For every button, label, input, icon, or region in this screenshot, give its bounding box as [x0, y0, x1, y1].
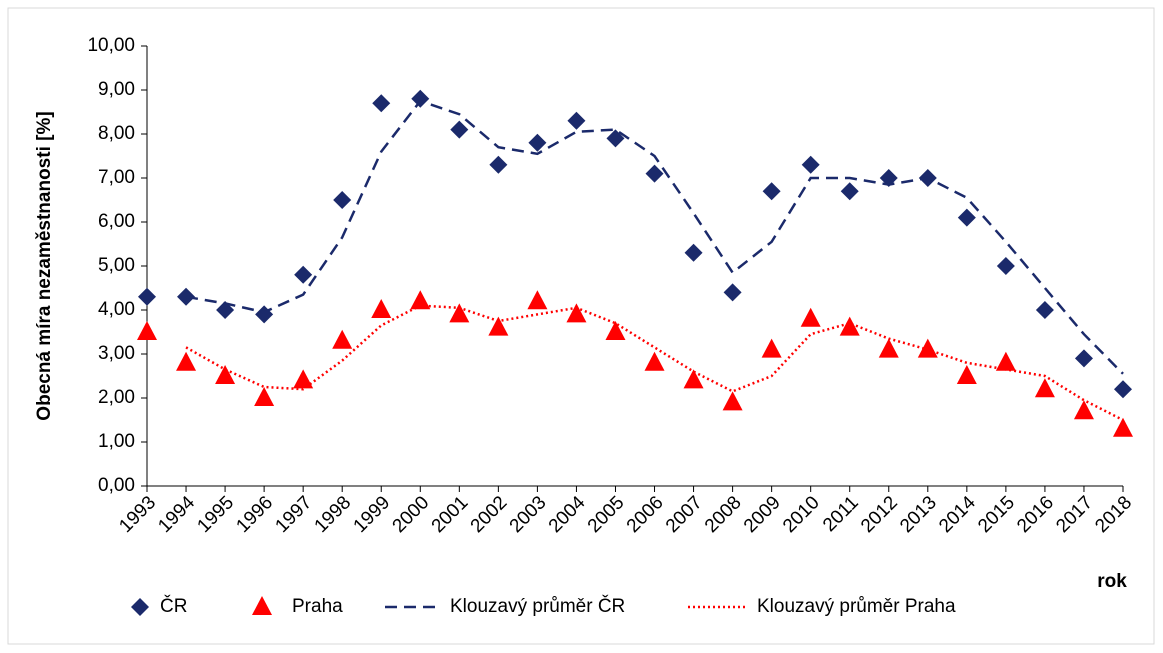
- series-line: [185, 99, 1124, 375]
- y-tick-label: 4,00: [98, 299, 135, 320]
- data-point: [566, 303, 587, 323]
- series-line: [185, 304, 1124, 422]
- data-point: [293, 369, 314, 389]
- chart-border: [7, 7, 1155, 645]
- data-point: [450, 120, 469, 139]
- y-tick-label: 3,00: [98, 343, 135, 364]
- y-tick-label: 1,00: [98, 431, 135, 452]
- data-point: [332, 329, 353, 349]
- y-tick-label: 9,00: [98, 79, 135, 100]
- data-point: [333, 191, 352, 209]
- data-point: [410, 290, 431, 310]
- data-point: [372, 94, 391, 113]
- data-point: [957, 208, 976, 227]
- data-point: [723, 283, 742, 302]
- data-point: [996, 257, 1015, 275]
- data-point: [528, 133, 547, 152]
- data-point: [527, 290, 548, 310]
- data-point: [215, 365, 236, 384]
- data-point: [683, 369, 704, 389]
- data-point: [839, 316, 860, 336]
- data-point: [879, 169, 898, 187]
- legend-label: ČR: [160, 595, 187, 617]
- x-axis-title: rok: [1097, 571, 1127, 592]
- data-point: [1114, 380, 1132, 399]
- data-point: [956, 365, 977, 384]
- y-tick-label: 2,00: [98, 387, 135, 408]
- data-point: [138, 287, 156, 306]
- data-point: [294, 265, 313, 284]
- data-point: [137, 321, 157, 340]
- data-point: [645, 164, 664, 183]
- data-point: [644, 351, 665, 371]
- legend-label: Praha: [292, 596, 343, 617]
- data-point: [761, 338, 782, 358]
- data-point: [800, 307, 821, 327]
- data-point: [371, 299, 392, 318]
- data-point: [722, 391, 743, 411]
- data-point: [449, 303, 470, 323]
- y-axis-title: Obecná míra nezaměstnanosti [%]: [34, 111, 55, 420]
- data-point: [878, 338, 899, 358]
- data-point: [995, 351, 1016, 371]
- y-tick-label: 5,00: [98, 255, 135, 276]
- y-tick-label: 6,00: [98, 211, 135, 232]
- data-point: [254, 387, 275, 406]
- data-point: [488, 316, 509, 336]
- data-point: [840, 182, 859, 201]
- data-point: [1035, 301, 1054, 319]
- data-point: [1073, 400, 1094, 420]
- data-point: [605, 321, 626, 340]
- y-tick-label: 7,00: [98, 167, 135, 188]
- data-point: [917, 338, 938, 358]
- data-point: [762, 182, 781, 201]
- y-tick-label: 8,00: [98, 123, 135, 144]
- y-tick-label: 0,00: [98, 475, 135, 496]
- legend-label: Klouzavý průměr ČR: [450, 595, 625, 617]
- data-point: [176, 351, 197, 371]
- y-tick-label: 10,00: [87, 35, 135, 56]
- legend-marker: [252, 596, 272, 615]
- data-point: [489, 155, 508, 174]
- legend-label: Klouzavý průměr Praha: [757, 596, 956, 617]
- data-point: [1113, 417, 1133, 437]
- data-point: [567, 111, 586, 130]
- data-point: [411, 89, 430, 108]
- data-point: [684, 243, 703, 262]
- legend-marker: [131, 598, 149, 616]
- data-point: [1034, 378, 1055, 398]
- data-point: [801, 155, 820, 174]
- data-point: [1074, 349, 1093, 368]
